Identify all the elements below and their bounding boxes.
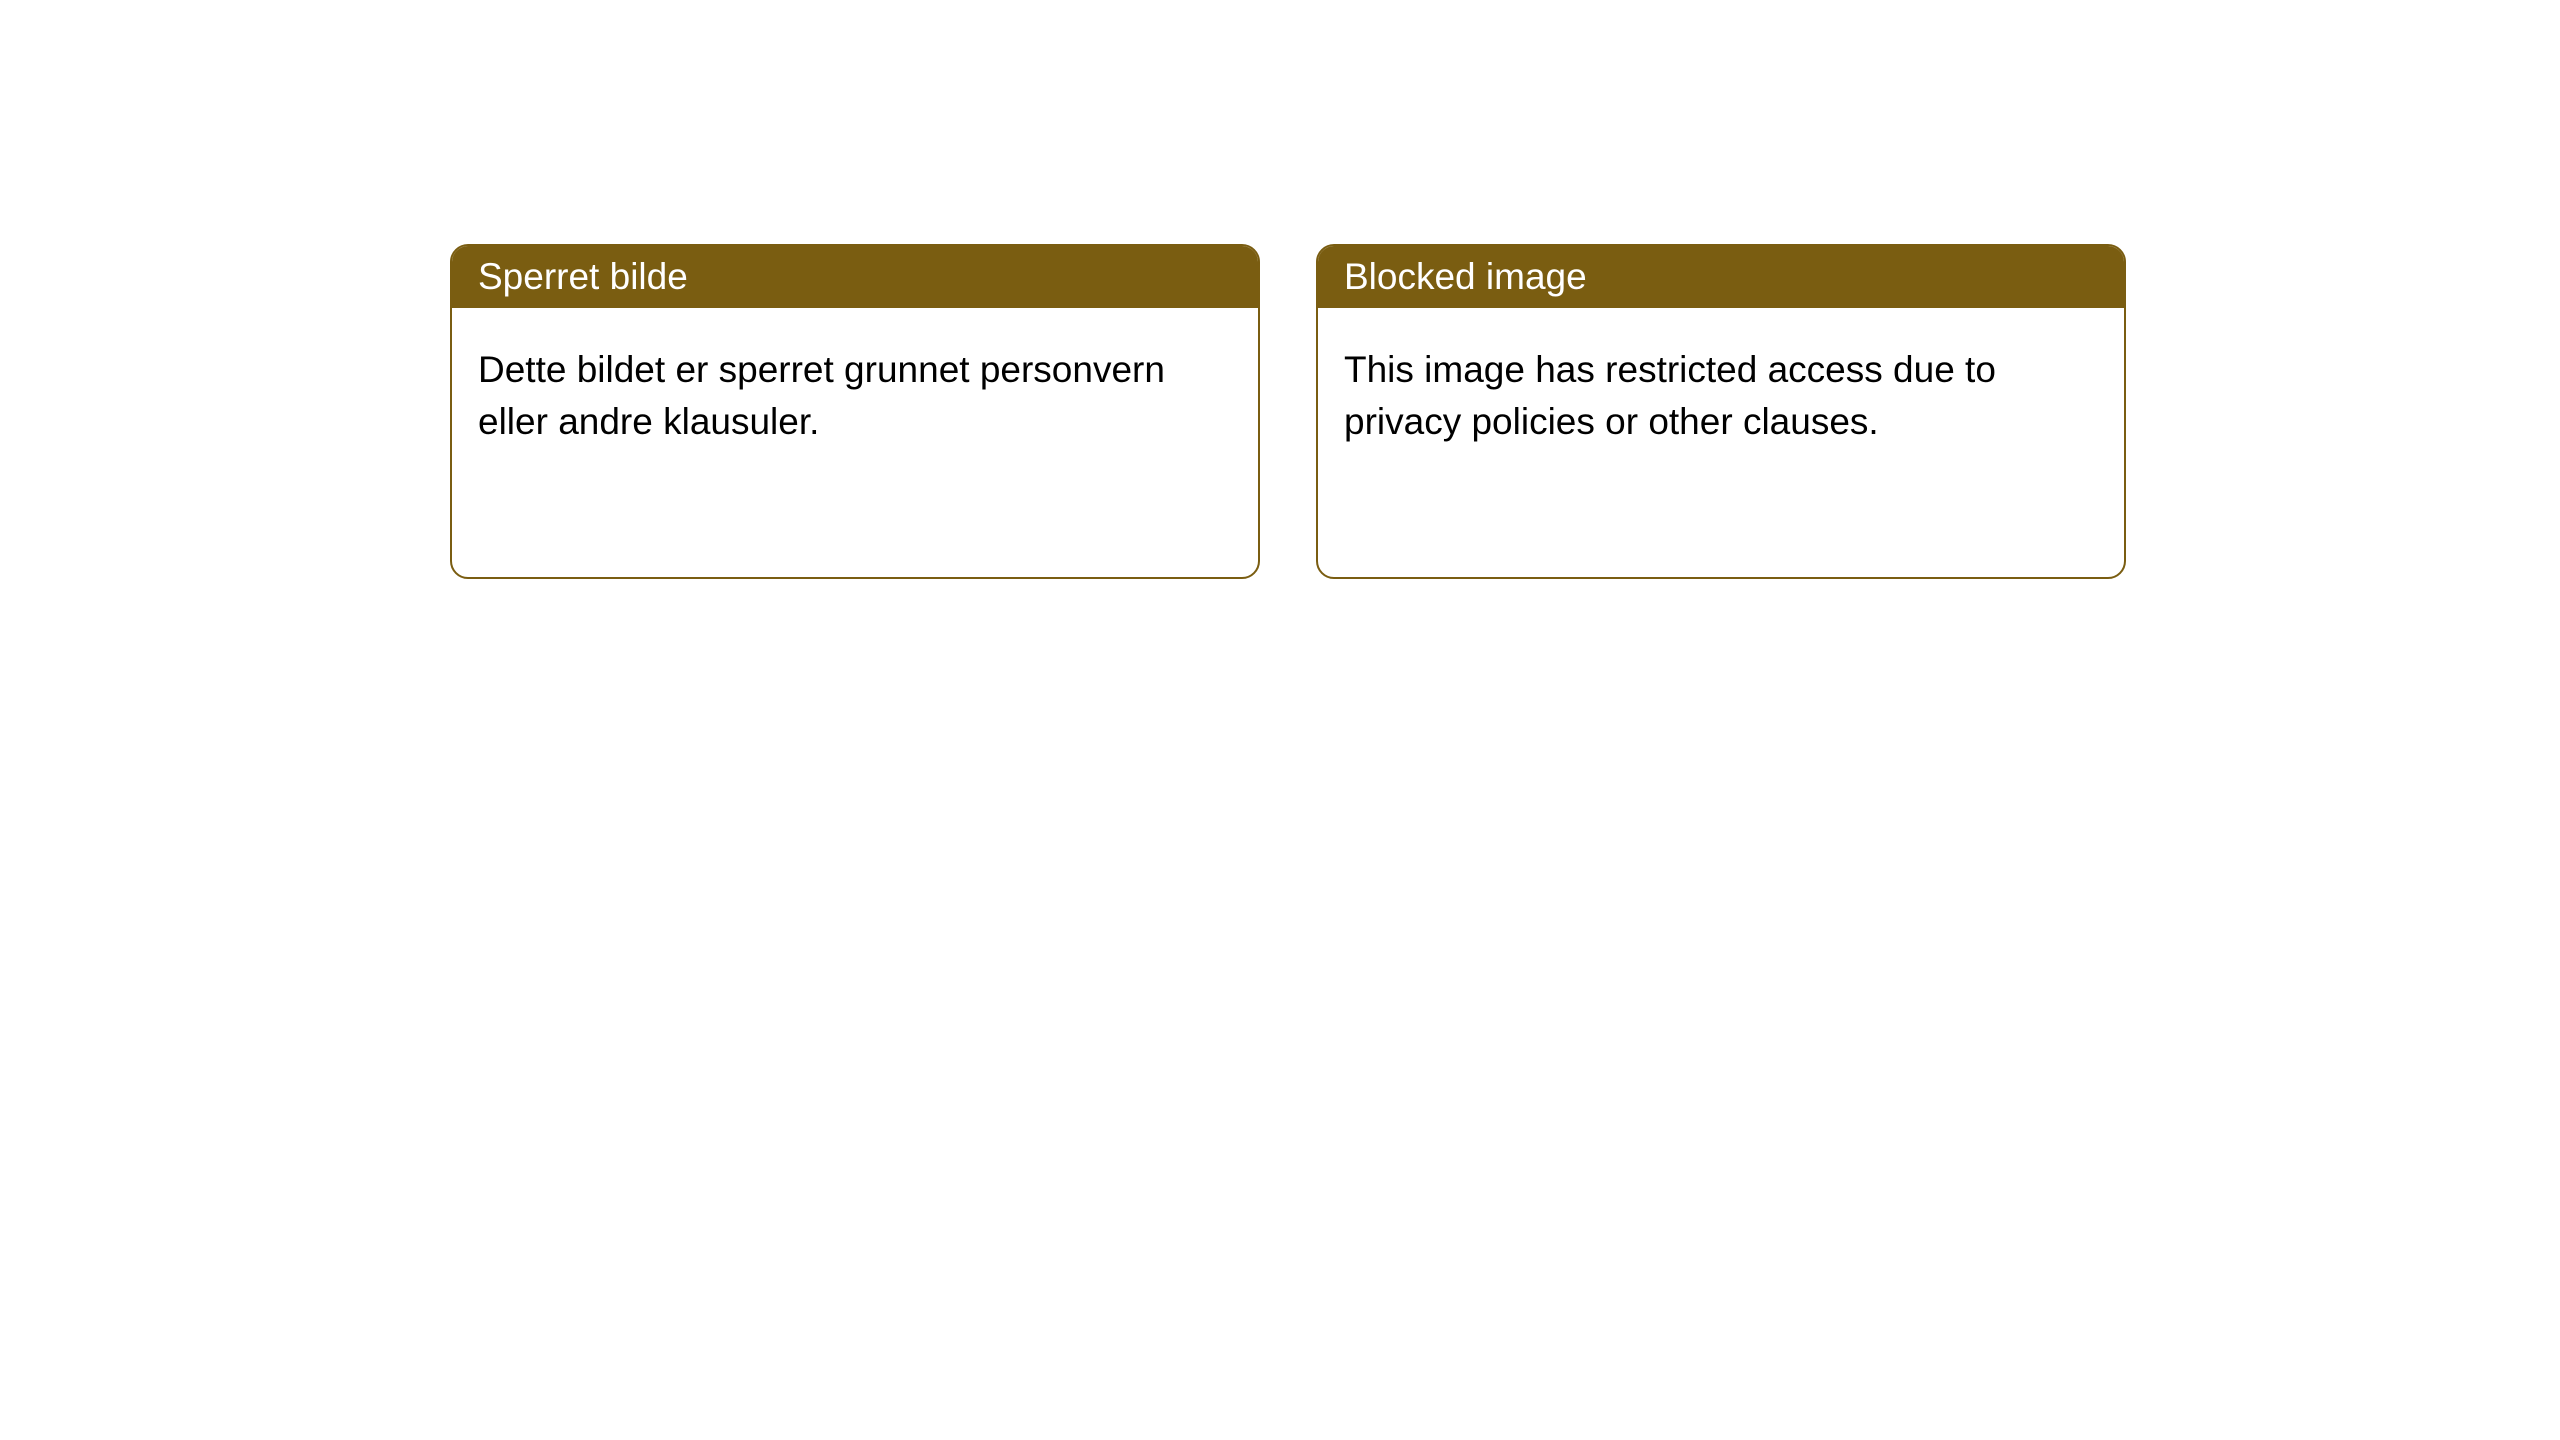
card-header-no: Sperret bilde bbox=[452, 246, 1258, 308]
card-title-en: Blocked image bbox=[1344, 256, 1587, 297]
card-header-en: Blocked image bbox=[1318, 246, 2124, 308]
cards-container: Sperret bilde Dette bildet er sperret gr… bbox=[0, 0, 2560, 579]
card-body-en: This image has restricted access due to … bbox=[1318, 308, 2124, 484]
card-text-no: Dette bildet er sperret grunnet personve… bbox=[478, 349, 1165, 442]
card-body-no: Dette bildet er sperret grunnet personve… bbox=[452, 308, 1258, 484]
card-text-en: This image has restricted access due to … bbox=[1344, 349, 1996, 442]
blocked-image-card-no: Sperret bilde Dette bildet er sperret gr… bbox=[450, 244, 1260, 579]
blocked-image-card-en: Blocked image This image has restricted … bbox=[1316, 244, 2126, 579]
card-title-no: Sperret bilde bbox=[478, 256, 688, 297]
